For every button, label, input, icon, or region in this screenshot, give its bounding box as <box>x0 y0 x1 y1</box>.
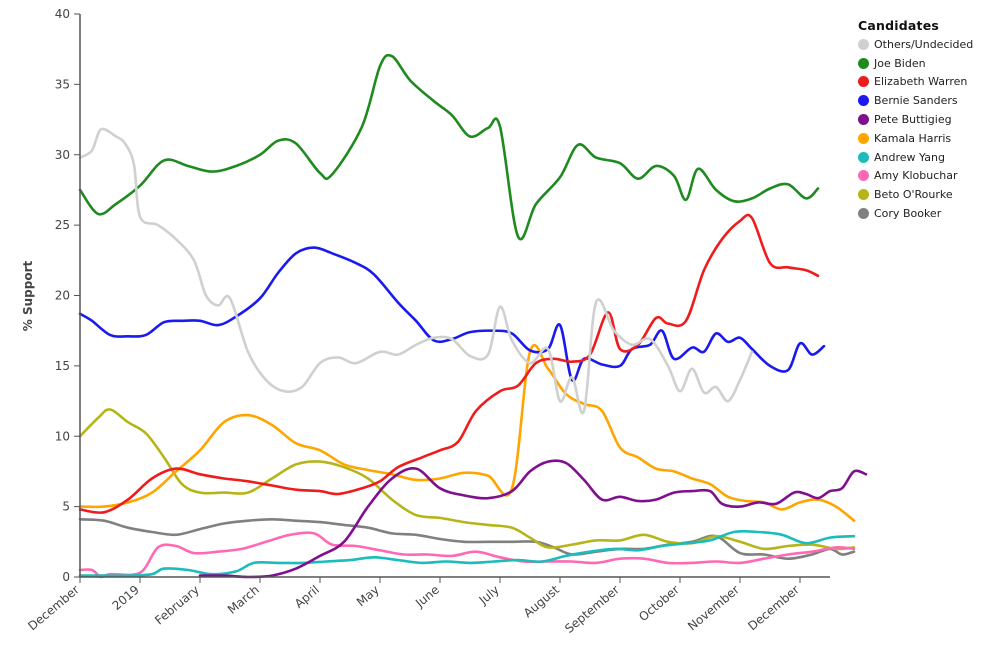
legend-swatch <box>858 95 869 107</box>
series-line-andrew-yang <box>78 529 856 577</box>
x-tick-label: February <box>152 583 202 628</box>
x-tick-label: September <box>562 583 622 636</box>
y-tick-label: 35 <box>55 77 70 91</box>
x-tick-label: April <box>292 583 322 611</box>
legend-label: Joe Biden <box>874 56 926 70</box>
legend-label: Cory Booker <box>874 207 942 221</box>
y-tick-label: 0 <box>62 570 70 584</box>
x-tick-label: December <box>745 583 802 634</box>
x-tick-label: December <box>25 583 82 634</box>
y-tick-label: 25 <box>55 218 70 232</box>
x-tick-label: October <box>636 583 682 625</box>
series-line-elizabeth-warren <box>78 213 820 514</box>
legend-label: Bernie Sanders <box>874 94 958 108</box>
series-line-amy-klobuchar <box>78 531 856 579</box>
y-tick-label: 5 <box>62 500 70 514</box>
legend: Candidates Others/Undecided Joe Biden Eliz… <box>858 18 973 223</box>
y-axis-label: % Support <box>21 261 35 332</box>
legend-swatch <box>858 208 869 220</box>
legend-swatch <box>858 57 869 69</box>
legend-swatch <box>858 38 869 50</box>
series-line-pete-buttigieg <box>198 459 868 579</box>
series-line-joe-biden <box>78 53 820 241</box>
series-line-kamala-harris <box>78 343 856 522</box>
x-tick-label: March <box>225 583 262 617</box>
legend-swatch <box>858 132 869 144</box>
x-tick-label: August <box>521 582 562 620</box>
x-tick-label: 2019 <box>110 583 142 613</box>
y-tick-label: 30 <box>55 148 70 162</box>
y-tick-label: 15 <box>55 359 70 373</box>
legend-label: Kamala Harris <box>874 131 952 145</box>
x-tick-label: June <box>412 583 442 611</box>
legend-item-joe-biden: Joe Biden <box>858 54 973 73</box>
y-tick-label: 40 <box>55 7 70 21</box>
legend-label: Elizabeth Warren <box>874 75 968 89</box>
series-line-others-undecided <box>78 127 754 415</box>
legend-title: Candidates <box>858 18 940 33</box>
legend-item-pete-buttigieg: Pete Buttigieg <box>858 110 973 129</box>
legend-item-others-undecided: Others/Undecided <box>858 35 973 54</box>
series-line-bernie-sanders <box>78 246 826 383</box>
legend-item-cory-booker: Cory Booker <box>858 204 973 223</box>
y-tick-label: 10 <box>55 429 70 443</box>
legend-swatch <box>858 170 869 182</box>
x-tick-label: November <box>685 583 742 634</box>
x-axis-ticks: December 2019 February March April May June Jul… <box>25 577 802 636</box>
legend-item-beto-o-rourke: Beto O'Rourke <box>858 185 973 204</box>
x-tick-label: July <box>476 583 502 608</box>
legend-label: Pete Buttigieg <box>874 113 952 127</box>
legend-swatch <box>858 189 869 201</box>
legend-items: Others/Undecided Joe Biden Elizabeth Warre… <box>858 35 973 223</box>
legend-swatch <box>858 76 869 88</box>
legend-label: Beto O'Rourke <box>874 188 953 202</box>
legend-label: Amy Klobuchar <box>874 169 958 183</box>
series-line-cory-booker <box>78 518 856 560</box>
legend-item-elizabeth-warren: Elizabeth Warren <box>858 73 973 92</box>
y-axis-ticks: 0 5 10 15 20 25 30 35 40 <box>55 7 80 584</box>
legend-item-kamala-harris: Kamala Harris <box>858 129 973 148</box>
y-tick-label: 20 <box>55 289 70 303</box>
series-line-beto-o-rourke <box>78 408 856 551</box>
legend-label: Andrew Yang <box>874 150 945 164</box>
series-lines <box>78 53 868 579</box>
legend-item-andrew-yang: Andrew Yang <box>858 148 973 167</box>
legend-item-amy-klobuchar: Amy Klobuchar <box>858 167 973 186</box>
x-tick-label: May <box>354 583 382 610</box>
legend-item-bernie-sanders: Bernie Sanders <box>858 91 973 110</box>
legend-swatch <box>858 114 869 126</box>
legend-swatch <box>858 151 869 163</box>
legend-label: Others/Undecided <box>874 37 974 51</box>
